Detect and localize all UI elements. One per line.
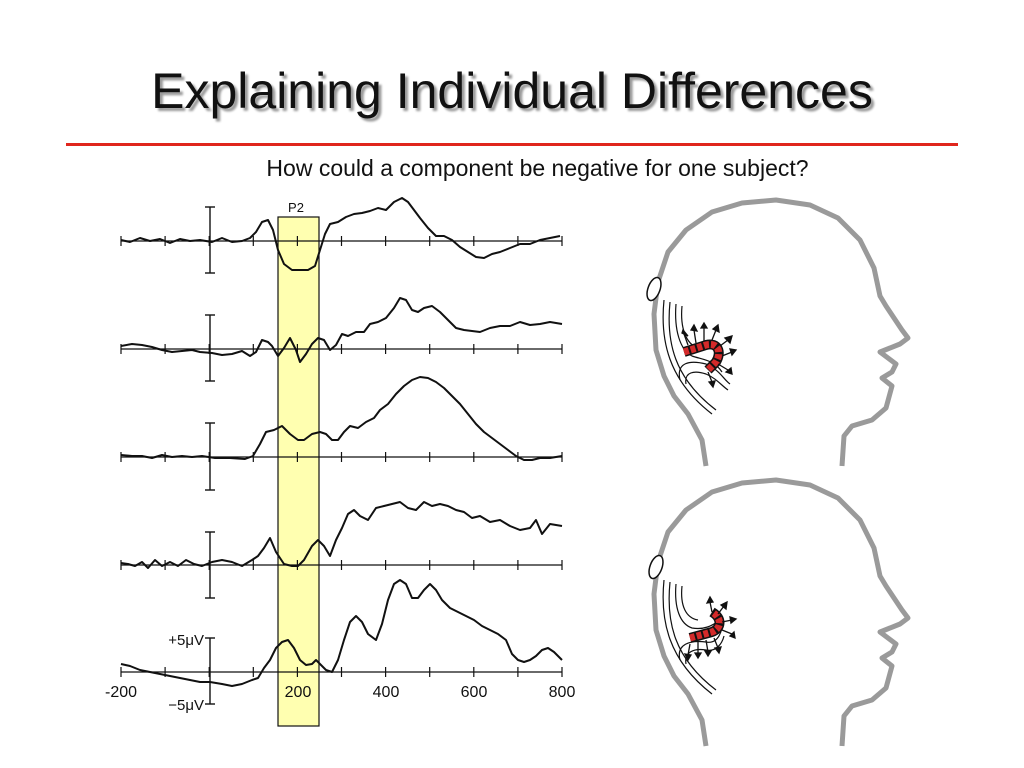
erp-waveforms [120, 197, 563, 687]
title-divider [66, 143, 958, 146]
scale-bars [205, 206, 215, 705]
waveform-subject-2 [120, 297, 563, 363]
x-tick-label-neg200: -200 [105, 684, 137, 701]
waveform-subject-4 [120, 501, 563, 569]
x-tick-label-200: 200 [285, 684, 312, 701]
p2-highlight-window [277, 216, 320, 727]
cortex-folds [662, 299, 731, 415]
ear-icon [648, 554, 664, 580]
ear-icon [646, 276, 662, 302]
waveform-subject-1 [120, 197, 561, 271]
x-tick-label-800: 800 [549, 684, 576, 701]
x-tick-label-600: 600 [461, 684, 488, 701]
head-top [646, 197, 911, 467]
scale-minus-label: −5μV [168, 697, 204, 714]
waveform-subject-5 [120, 579, 563, 687]
head-outline [651, 477, 911, 747]
head-bottom [648, 477, 911, 747]
dipole-icon [683, 595, 738, 662]
slide-title: Explaining Individual Differences [151, 63, 873, 119]
waveform-subject-3 [120, 376, 563, 461]
head-outline [651, 197, 911, 467]
x-tick-label-400: 400 [373, 684, 400, 701]
dipole-icon [681, 321, 738, 389]
slide-subtitle: How could a component be negative for on… [266, 155, 809, 181]
scale-plus-label: +5μV [168, 632, 204, 649]
p2-label: P2 [288, 200, 304, 215]
